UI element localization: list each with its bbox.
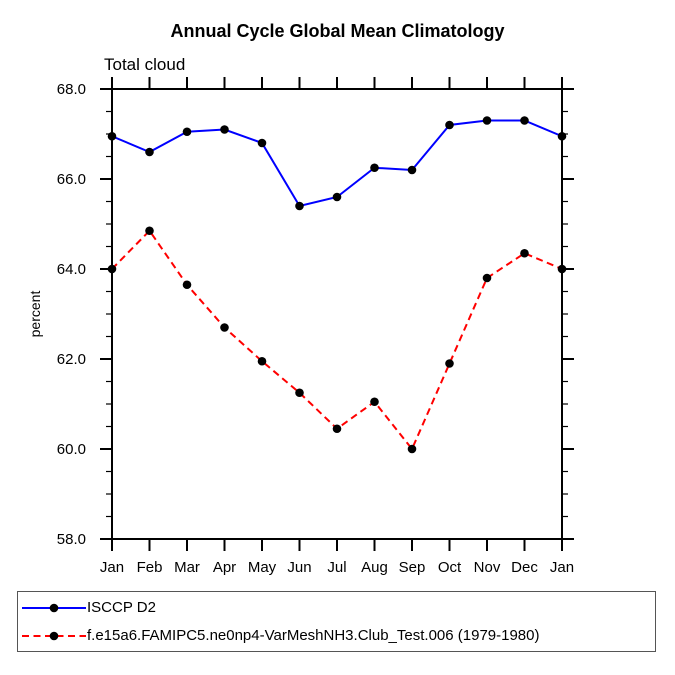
data-point-marker — [257, 138, 267, 148]
data-point-marker — [370, 397, 379, 407]
data-point-marker — [220, 125, 229, 134]
data-point-marker — [107, 264, 117, 274]
x-tick-label: Jan — [100, 559, 124, 576]
legend-label-model: f.e15a6.FAMIPC5.ne0np4-VarMeshNH3.Club_T… — [87, 627, 540, 644]
legend-line-sample-solid-blue — [22, 603, 86, 612]
data-point-marker — [145, 147, 154, 157]
data-point-marker — [107, 131, 117, 141]
x-tick-label: Dec — [511, 559, 538, 576]
data-point-marker — [520, 116, 529, 125]
data-point-marker — [295, 201, 304, 211]
data-point-marker — [332, 424, 342, 434]
data-point-marker — [445, 359, 454, 368]
legend-label-obs: ISCCP D2 — [87, 599, 156, 616]
y-tick-label: 64.0 — [57, 261, 86, 278]
series-line-1 — [111, 229, 563, 451]
data-point-marker — [295, 388, 304, 398]
x-tick-label: May — [248, 559, 277, 576]
chart-title: Annual Cycle Global Mean Climatology — [170, 21, 505, 41]
data-point-marker — [332, 192, 342, 202]
legend-row-obs: ISCCP D2 — [18, 594, 655, 622]
y-tick-label: 58.0 — [57, 531, 86, 548]
data-point-marker — [482, 116, 492, 125]
y-tick-label: 62.0 — [57, 351, 86, 368]
chart-subtitle: Total cloud — [104, 55, 186, 74]
plot-area: 58.0 60.0 62.0 64.0 66.0 68.0 Jan Feb Mar Apr May J… — [27, 77, 574, 576]
x-tick-label: Jul — [327, 559, 346, 576]
plot-frame — [111, 88, 563, 540]
data-point-marker — [370, 163, 379, 173]
legend-row-model: f.e15a6.FAMIPC5.ne0np4-VarMeshNH3.Club_T… — [18, 622, 655, 650]
y-tick-label: 68.0 — [57, 81, 86, 98]
x-tick-label: Jan — [550, 559, 574, 576]
data-point-marker — [482, 273, 492, 283]
data-point-marker — [407, 165, 417, 175]
legend-line-sample-dashed-red — [22, 631, 86, 640]
legend-marker-dot — [49, 603, 59, 612]
data-point-marker — [520, 248, 529, 258]
x-tick-label: Nov — [474, 559, 501, 576]
data-point-marker — [557, 264, 567, 274]
x-tick-label: Mar — [174, 559, 200, 576]
data-point-marker — [407, 444, 417, 454]
data-point-marker — [220, 323, 229, 332]
x-tick-label: Oct — [438, 559, 462, 576]
x-tick-label: Apr — [213, 559, 236, 576]
x-tick-label: Aug — [361, 559, 388, 576]
x-tick-label: Sep — [399, 559, 426, 576]
data-point-marker — [257, 356, 267, 366]
data-point-marker — [182, 127, 192, 137]
y-axis-label: percent — [27, 291, 43, 338]
data-point-marker — [557, 131, 567, 141]
legend-box: ISCCP D2 f.e15a6.FAMIPC5.ne0np4-VarMeshN… — [17, 591, 656, 652]
x-tick-label: Jun — [287, 559, 311, 576]
data-point-marker — [145, 226, 154, 236]
x-tick-label: Feb — [137, 559, 163, 576]
y-tick-label: 66.0 — [57, 171, 86, 188]
legend-marker-dot — [49, 631, 59, 640]
data-point-marker — [445, 120, 454, 130]
data-point-marker — [182, 280, 192, 290]
y-tick-label: 60.0 — [57, 441, 86, 458]
